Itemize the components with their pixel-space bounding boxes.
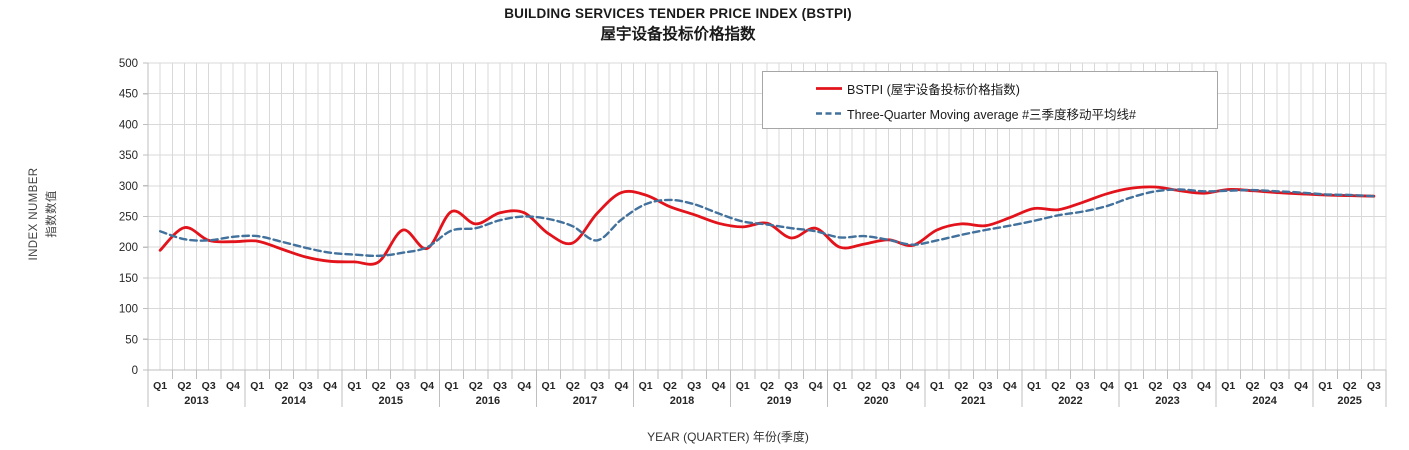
svg-text:Q1: Q1 [930, 380, 944, 392]
bstpi-line-sample-icon [816, 87, 842, 90]
chart-title-chinese: 屋宇设备投标价格指数 [600, 25, 756, 43]
svg-text:Q2: Q2 [275, 380, 289, 392]
svg-text:Q1: Q1 [542, 380, 556, 392]
svg-text:Q4: Q4 [323, 380, 337, 392]
svg-text:Q1: Q1 [250, 380, 264, 392]
svg-text:Q1: Q1 [444, 380, 458, 392]
svg-text:Q2: Q2 [1245, 380, 1259, 392]
svg-text:2019: 2019 [767, 395, 791, 407]
svg-text:2015: 2015 [379, 395, 403, 407]
moving-average-line-sample-icon [816, 112, 842, 115]
y-axis-title-english: INDEX NUMBER [28, 167, 41, 261]
svg-text:Q3: Q3 [1367, 380, 1381, 392]
svg-text:Q3: Q3 [493, 380, 507, 392]
svg-text:Q2: Q2 [1343, 380, 1357, 392]
svg-text:Q3: Q3 [1270, 380, 1284, 392]
svg-text:300: 300 [119, 181, 138, 193]
svg-text:Q1: Q1 [639, 380, 653, 392]
svg-text:Q1: Q1 [1027, 380, 1041, 392]
legend-box: BSTPI (屋宇设备投标价格指数) Three-Quarter Moving … [762, 71, 1218, 129]
svg-text:Q1: Q1 [153, 380, 167, 392]
svg-text:Q2: Q2 [372, 380, 386, 392]
svg-text:2020: 2020 [864, 395, 888, 407]
svg-text:2022: 2022 [1058, 395, 1082, 407]
svg-text:Q3: Q3 [1173, 380, 1187, 392]
svg-text:Q3: Q3 [202, 380, 216, 392]
y-axis-title: INDEX NUMBER 指数数值 [26, 168, 62, 261]
svg-text:Q1: Q1 [1221, 380, 1235, 392]
svg-text:Q4: Q4 [1294, 380, 1308, 392]
svg-text:Q3: Q3 [978, 380, 992, 392]
svg-text:Q4: Q4 [809, 380, 823, 392]
svg-text:Q4: Q4 [711, 380, 725, 392]
svg-text:450: 450 [119, 89, 138, 101]
svg-text:2023: 2023 [1155, 395, 1179, 407]
svg-text:Q2: Q2 [469, 380, 483, 392]
svg-text:50: 50 [125, 334, 138, 346]
svg-text:Q2: Q2 [1148, 380, 1162, 392]
svg-text:2016: 2016 [476, 395, 500, 407]
svg-text:Q2: Q2 [1051, 380, 1065, 392]
svg-text:2018: 2018 [670, 395, 694, 407]
svg-text:Q4: Q4 [1003, 380, 1017, 392]
svg-text:Q4: Q4 [1197, 380, 1211, 392]
svg-text:Q2: Q2 [177, 380, 191, 392]
svg-text:100: 100 [119, 304, 138, 316]
svg-text:Q1: Q1 [736, 380, 750, 392]
svg-text:Q4: Q4 [226, 380, 240, 392]
svg-text:Q3: Q3 [784, 380, 798, 392]
svg-text:Q3: Q3 [1076, 380, 1090, 392]
svg-text:Q4: Q4 [906, 380, 920, 392]
svg-text:150: 150 [119, 273, 138, 285]
svg-text:2013: 2013 [184, 395, 208, 407]
x-axis-title: YEAR (QUARTER) 年份(季度) [647, 430, 809, 444]
chart-title-english: BUILDING SERVICES TENDER PRICE INDEX (BS… [504, 6, 852, 21]
y-axis-title-chinese: 指数数值 [46, 190, 58, 238]
svg-text:Q4: Q4 [614, 380, 628, 392]
svg-text:Q1: Q1 [1318, 380, 1332, 392]
svg-text:Q2: Q2 [954, 380, 968, 392]
svg-text:500: 500 [119, 58, 138, 70]
svg-text:250: 250 [119, 212, 138, 224]
svg-text:Q4: Q4 [420, 380, 434, 392]
legend-label-moving-average: Three-Quarter Moving average #三季度移动平均线# [847, 108, 1136, 122]
svg-text:350: 350 [119, 150, 138, 162]
svg-text:200: 200 [119, 242, 138, 254]
svg-text:Q3: Q3 [396, 380, 410, 392]
chart-title-block: BUILDING SERVICES TENDER PRICE INDEX (BS… [0, 6, 1356, 44]
legend-label-bstpi: BSTPI (屋宇设备投标价格指数) [847, 83, 1020, 97]
svg-text:Q3: Q3 [881, 380, 895, 392]
svg-text:Q4: Q4 [517, 380, 531, 392]
svg-text:400: 400 [119, 119, 138, 131]
svg-text:Q2: Q2 [663, 380, 677, 392]
svg-text:2014: 2014 [281, 395, 306, 407]
legend-item-bstpi: BSTPI (屋宇设备投标价格指数) [763, 76, 1217, 101]
svg-text:Q2: Q2 [857, 380, 871, 392]
svg-text:Q1: Q1 [347, 380, 361, 392]
svg-text:Q3: Q3 [687, 380, 701, 392]
svg-text:Q3: Q3 [299, 380, 313, 392]
svg-text:Q2: Q2 [760, 380, 774, 392]
legend-item-moving-average: Three-Quarter Moving average #三季度移动平均线# [763, 101, 1217, 126]
svg-text:0: 0 [132, 365, 138, 377]
svg-text:2017: 2017 [573, 395, 597, 407]
svg-text:2025: 2025 [1337, 395, 1361, 407]
svg-text:2024: 2024 [1252, 395, 1277, 407]
svg-text:Q4: Q4 [1100, 380, 1114, 392]
svg-text:Q1: Q1 [833, 380, 847, 392]
svg-text:Q3: Q3 [590, 380, 604, 392]
svg-text:2021: 2021 [961, 395, 985, 407]
svg-text:Q2: Q2 [566, 380, 580, 392]
svg-text:Q1: Q1 [1124, 380, 1138, 392]
